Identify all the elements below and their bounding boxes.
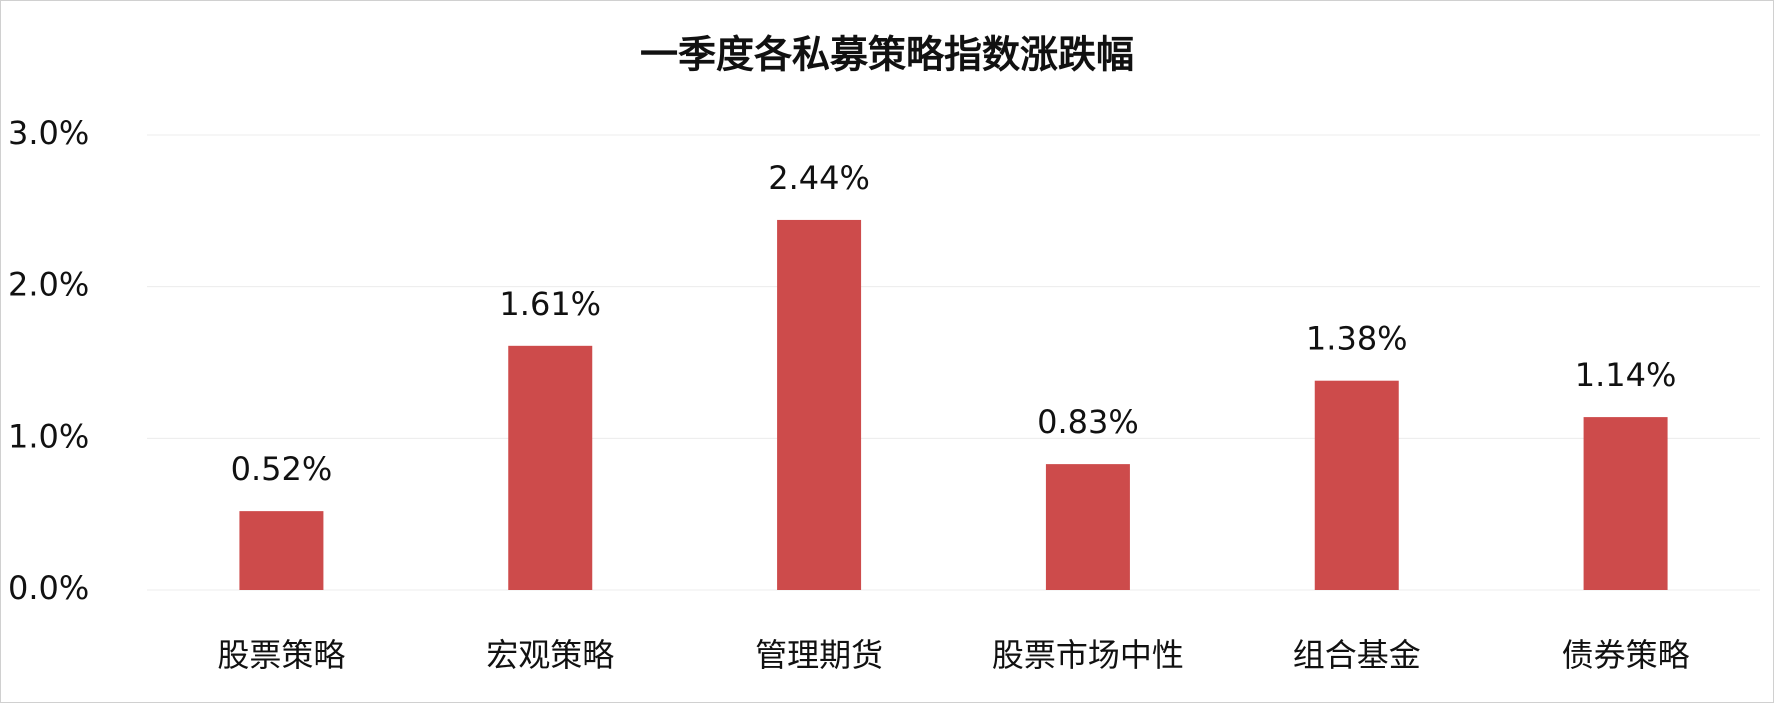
- x-tick-label: 债券策略: [1562, 636, 1690, 674]
- y-tick-label: 3.0%: [8, 114, 89, 152]
- y-tick-label: 1.0%: [8, 417, 89, 455]
- value-label: 1.14%: [1575, 356, 1677, 394]
- y-tick-label: 0.0%: [8, 569, 89, 607]
- x-tick-label: 组合基金: [1293, 636, 1421, 674]
- bar: [1583, 417, 1668, 590]
- value-label: 1.61%: [499, 285, 601, 323]
- x-tick-label: 管理期货: [755, 636, 883, 674]
- x-tick-label: 股票市场中性: [992, 636, 1184, 674]
- bar: [777, 219, 862, 590]
- x-tick-label: 宏观策略: [486, 636, 614, 674]
- chart-title: 一季度各私募策略指数涨跌幅: [640, 33, 1134, 77]
- bar: [239, 511, 324, 590]
- bar: [508, 345, 593, 590]
- value-label: 0.83%: [1037, 403, 1139, 441]
- value-label: 2.44%: [768, 159, 870, 197]
- x-tick-label: 股票策略: [217, 636, 345, 674]
- bar: [1314, 380, 1399, 590]
- value-label: 0.52%: [231, 450, 333, 488]
- bar: [1045, 464, 1130, 590]
- value-label: 1.38%: [1306, 320, 1408, 358]
- y-tick-label: 2.0%: [8, 266, 89, 304]
